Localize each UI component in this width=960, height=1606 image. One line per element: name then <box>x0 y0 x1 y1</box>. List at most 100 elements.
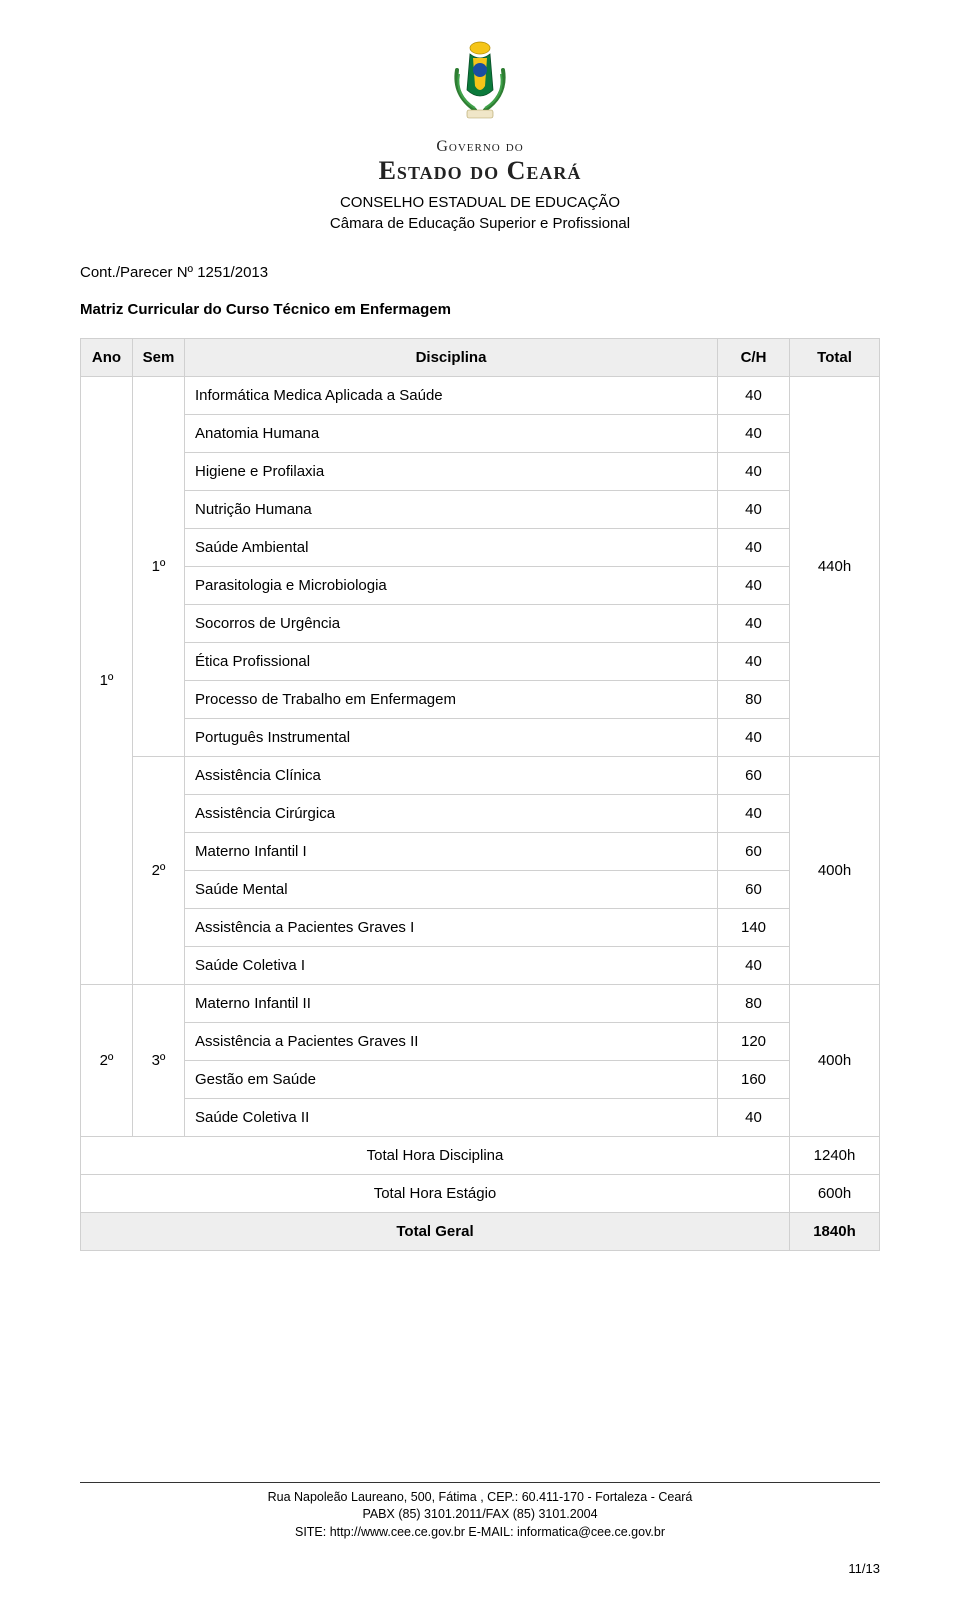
cell-disciplina: Parasitologia e Microbiologia <box>185 567 718 605</box>
header-camara: Câmara de Educação Superior e Profission… <box>80 213 880 234</box>
table-row: Assistência a Pacientes Graves I 140 <box>81 909 880 947</box>
page-footer: Rua Napoleão Laureano, 500, Fátima , CEP… <box>80 1482 880 1577</box>
table-row: 1º 1º Informática Medica Aplicada a Saúd… <box>81 377 880 415</box>
cell-disciplina: Informática Medica Aplicada a Saúde <box>185 377 718 415</box>
header-conselho: CONSELHO ESTADUAL DE EDUCAÇÃO <box>80 192 880 213</box>
total-label: Total Hora Disciplina <box>81 1137 790 1175</box>
cell-disciplina: Materno Infantil I <box>185 833 718 871</box>
gov-title-line2: Estado do Ceará <box>80 156 880 186</box>
cell-ch: 40 <box>718 947 790 985</box>
cell-disciplina: Gestão em Saúde <box>185 1061 718 1099</box>
cell-ch: 40 <box>718 377 790 415</box>
col-header-total: Total <box>790 339 880 377</box>
table-row: Gestão em Saúde 160 <box>81 1061 880 1099</box>
header-subtitle: CONSELHO ESTADUAL DE EDUCAÇÃO Câmara de … <box>80 192 880 234</box>
matriz-table: Ano Sem Disciplina C/H Total 1º 1º Infor… <box>80 338 880 1251</box>
table-row: Nutrição Humana 40 <box>81 491 880 529</box>
total-value: 1840h <box>790 1213 880 1251</box>
document-title: Matriz Curricular do Curso Técnico em En… <box>80 301 880 318</box>
cell-disciplina: Processo de Trabalho em Enfermagem <box>185 681 718 719</box>
cell-disciplina: Materno Infantil II <box>185 985 718 1023</box>
cell-ch: 60 <box>718 833 790 871</box>
table-row: 2º Assistência Clínica 60 400h <box>81 757 880 795</box>
table-row: Socorros de Urgência 40 <box>81 605 880 643</box>
cell-total: 400h <box>790 757 880 985</box>
table-row: Saúde Mental 60 <box>81 871 880 909</box>
cell-sem: 3º <box>133 985 185 1137</box>
table-row: Assistência Cirúrgica 40 <box>81 795 880 833</box>
page: Governo do Estado do Ceará CONSELHO ESTA… <box>0 0 960 1606</box>
cell-disciplina: Saúde Coletiva I <box>185 947 718 985</box>
footer-divider <box>80 1482 880 1483</box>
crest-icon <box>445 40 515 126</box>
table-row: Higiene e Profilaxia 40 <box>81 453 880 491</box>
footer-phone: PABX (85) 3101.2011/FAX (85) 3101.2004 <box>80 1506 880 1524</box>
table-row: Parasitologia e Microbiologia 40 <box>81 567 880 605</box>
table-row: Assistência a Pacientes Graves II 120 <box>81 1023 880 1061</box>
cell-ch: 40 <box>718 1099 790 1137</box>
cell-ch: 40 <box>718 567 790 605</box>
table-row: Saúde Coletiva I 40 <box>81 947 880 985</box>
cell-disciplina: Saúde Mental <box>185 871 718 909</box>
cell-ch: 40 <box>718 605 790 643</box>
cell-disciplina: Assistência a Pacientes Graves II <box>185 1023 718 1061</box>
table-row: Português Instrumental 40 <box>81 719 880 757</box>
table-header-row: Ano Sem Disciplina C/H Total <box>81 339 880 377</box>
footer-address: Rua Napoleão Laureano, 500, Fátima , CEP… <box>80 1489 880 1507</box>
cell-total: 400h <box>790 985 880 1137</box>
table-row: Saúde Ambiental 40 <box>81 529 880 567</box>
total-row: Total Hora Disciplina 1240h <box>81 1137 880 1175</box>
cell-ch: 120 <box>718 1023 790 1061</box>
cell-disciplina: Nutrição Humana <box>185 491 718 529</box>
cell-ch: 40 <box>718 453 790 491</box>
cell-disciplina: Assistência Cirúrgica <box>185 795 718 833</box>
cell-disciplina: Saúde Coletiva II <box>185 1099 718 1137</box>
gov-title-line1: Governo do <box>80 138 880 156</box>
cell-ch: 60 <box>718 871 790 909</box>
cell-disciplina: Saúde Ambiental <box>185 529 718 567</box>
cell-ch: 40 <box>718 795 790 833</box>
table-row: Anatomia Humana 40 <box>81 415 880 453</box>
cell-ch: 40 <box>718 415 790 453</box>
total-label: Total Hora Estágio <box>81 1175 790 1213</box>
total-row-geral: Total Geral 1840h <box>81 1213 880 1251</box>
cell-disciplina: Assistência a Pacientes Graves I <box>185 909 718 947</box>
cell-ch: 80 <box>718 681 790 719</box>
table-row: Processo de Trabalho em Enfermagem 80 <box>81 681 880 719</box>
cell-disciplina: Anatomia Humana <box>185 415 718 453</box>
table-row: Ética Profissional 40 <box>81 643 880 681</box>
col-header-ano: Ano <box>81 339 133 377</box>
table-row: 2º 3º Materno Infantil II 80 400h <box>81 985 880 1023</box>
cell-ch: 40 <box>718 643 790 681</box>
page-number: 11/13 <box>80 1561 880 1576</box>
table-row: Materno Infantil I 60 <box>81 833 880 871</box>
cell-sem: 2º <box>133 757 185 985</box>
cell-disciplina: Português Instrumental <box>185 719 718 757</box>
cell-disciplina: Higiene e Profilaxia <box>185 453 718 491</box>
cell-sem: 1º <box>133 377 185 757</box>
footer-text: Rua Napoleão Laureano, 500, Fátima , CEP… <box>80 1489 880 1542</box>
gov-title: Governo do Estado do Ceará <box>80 138 880 186</box>
cell-ch: 40 <box>718 529 790 567</box>
col-header-disciplina: Disciplina <box>185 339 718 377</box>
cont-parecer: Cont./Parecer Nº 1251/2013 <box>80 264 880 281</box>
total-value: 600h <box>790 1175 880 1213</box>
cell-total: 440h <box>790 377 880 757</box>
table-row: Saúde Coletiva II 40 <box>81 1099 880 1137</box>
total-row: Total Hora Estágio 600h <box>81 1175 880 1213</box>
col-header-ch: C/H <box>718 339 790 377</box>
cell-disciplina: Ética Profissional <box>185 643 718 681</box>
col-header-sem: Sem <box>133 339 185 377</box>
cell-ch: 40 <box>718 719 790 757</box>
cell-ano: 2º <box>81 985 133 1137</box>
footer-site: SITE: http://www.cee.ce.gov.br E-MAIL: i… <box>80 1524 880 1542</box>
cell-ch: 80 <box>718 985 790 1023</box>
cell-disciplina: Assistência Clínica <box>185 757 718 795</box>
crest-logo <box>80 40 880 130</box>
cell-disciplina: Socorros de Urgência <box>185 605 718 643</box>
total-value: 1240h <box>790 1137 880 1175</box>
cell-ch: 160 <box>718 1061 790 1099</box>
total-label: Total Geral <box>81 1213 790 1251</box>
cell-ano: 1º <box>81 377 133 985</box>
cell-ch: 140 <box>718 909 790 947</box>
